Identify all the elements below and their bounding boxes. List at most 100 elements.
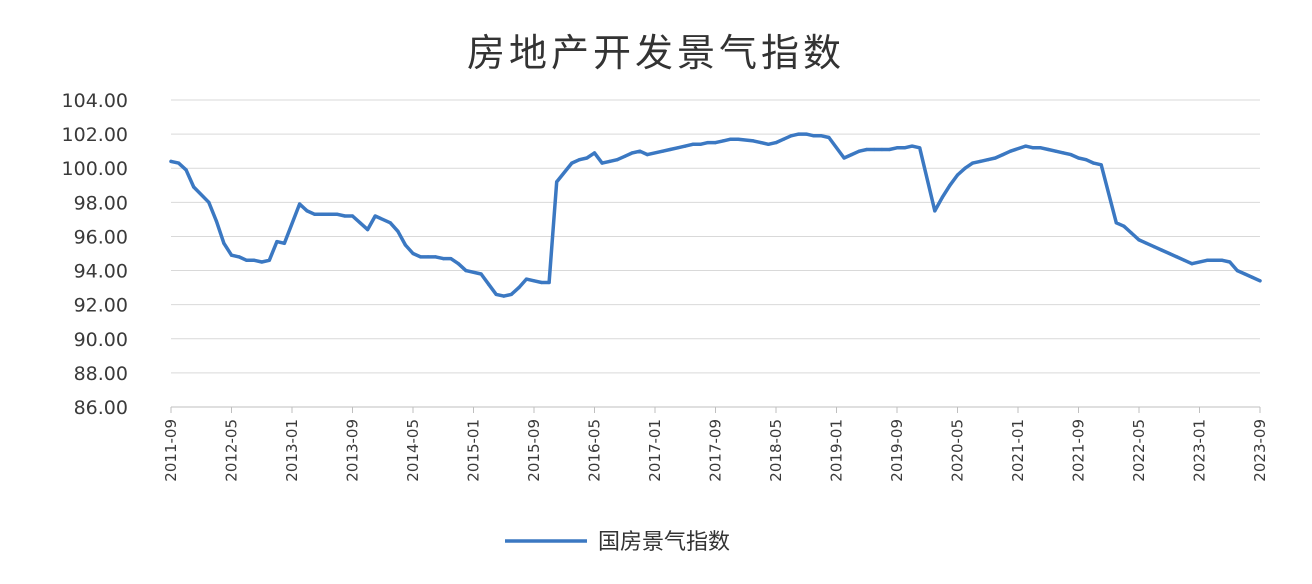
data-point <box>1114 221 1118 225</box>
data-point <box>1220 258 1224 262</box>
data-point <box>819 134 824 138</box>
data-point <box>1084 158 1088 162</box>
data-point <box>1001 153 1005 157</box>
data-point <box>592 151 597 155</box>
x-tick-label: 2014-05 <box>404 419 422 482</box>
data-point <box>1190 262 1194 266</box>
data-point <box>1182 258 1186 262</box>
data-point <box>358 221 362 225</box>
data-point <box>676 146 680 150</box>
legend-label: 国房景气指数 <box>598 530 730 555</box>
data-point <box>540 280 544 285</box>
x-tick-label: 2015-01 <box>465 419 483 482</box>
data-point <box>1250 275 1254 279</box>
data-point <box>638 149 642 153</box>
data-point <box>177 161 181 165</box>
data-point <box>623 154 627 158</box>
data-point <box>1099 163 1103 167</box>
data-point <box>313 212 317 216</box>
data-point <box>343 214 347 218</box>
y-tick-label: 88.00 <box>74 363 128 385</box>
x-tick-label: 2023-09 <box>1251 419 1269 482</box>
data-point <box>721 139 725 143</box>
data-point <box>608 159 612 163</box>
data-point <box>759 141 763 145</box>
data-point <box>1243 272 1247 276</box>
data-point <box>419 255 423 259</box>
data-point <box>1213 258 1217 262</box>
data-point <box>1145 241 1149 245</box>
data-point <box>192 185 196 189</box>
data-point <box>1046 147 1050 152</box>
data-point <box>903 146 907 150</box>
y-axis-ticks: 104.00 102.00 100.00 98.00 96.00 94.00 92.00 90… <box>62 90 128 419</box>
y-tick-label: 102.00 <box>62 124 128 146</box>
data-point <box>940 195 945 199</box>
data-point <box>1235 269 1239 273</box>
x-tick-label: 2023-01 <box>1191 419 1209 482</box>
data-point <box>449 257 453 261</box>
data-point <box>812 134 816 138</box>
y-tick-label: 104.00 <box>62 90 128 112</box>
data-point <box>547 280 551 285</box>
data-point <box>524 277 529 281</box>
data-point <box>1061 151 1065 155</box>
y-tick-label: 90.00 <box>74 329 128 351</box>
data-point <box>1069 153 1073 157</box>
data-point <box>282 241 286 245</box>
x-tick-label: 2018-05 <box>767 419 785 482</box>
x-tick-label: 2016-05 <box>586 419 604 482</box>
data-point <box>509 292 513 296</box>
data-point <box>237 255 241 259</box>
data-point <box>229 253 234 257</box>
data-point <box>766 142 771 146</box>
data-point <box>948 183 952 187</box>
legend: 国房景气指数 <box>505 530 730 555</box>
data-point <box>1160 248 1164 252</box>
data-point <box>1167 251 1171 256</box>
data-point <box>706 141 710 145</box>
data-point <box>267 258 271 262</box>
data-point <box>298 202 302 206</box>
x-tick-label: 2012-05 <box>223 419 241 482</box>
data-point <box>729 137 733 141</box>
data-point <box>955 173 960 177</box>
data-point <box>842 156 846 160</box>
data-point <box>456 262 460 266</box>
x-tick-label: 2019-01 <box>828 419 846 482</box>
data-point <box>577 158 582 162</box>
data-point <box>872 147 876 152</box>
data-point <box>335 212 339 216</box>
data-point <box>396 229 400 233</box>
data-point <box>789 134 793 138</box>
data-point <box>464 269 468 273</box>
data-point <box>1137 238 1141 242</box>
y-tick-label: 92.00 <box>74 295 128 317</box>
data-point <box>698 142 703 146</box>
data-point <box>782 137 786 141</box>
data-point <box>245 258 249 262</box>
x-tick-label: 2013-09 <box>344 419 362 482</box>
data-point <box>1258 279 1262 283</box>
x-tick-label: 2021-09 <box>1070 419 1088 482</box>
x-axis-ticks: 2011-09 2012-05 2013-01 2013-09 2014-05 2015-… <box>162 407 1269 482</box>
data-point <box>850 153 854 157</box>
data-point <box>1122 224 1126 228</box>
x-tick-label: 2017-01 <box>646 419 664 482</box>
data-point <box>933 209 937 213</box>
data-point <box>494 292 498 296</box>
data-point <box>434 255 438 259</box>
data-point <box>1205 258 1209 262</box>
data-point <box>1054 149 1058 153</box>
data-point <box>441 257 445 261</box>
data-point <box>320 212 324 216</box>
data-point <box>804 132 808 136</box>
data-point <box>736 137 740 141</box>
data-point <box>857 149 861 153</box>
data-point <box>668 147 672 152</box>
data-point <box>169 159 173 163</box>
data-point <box>645 153 650 157</box>
gridlines <box>171 99 1260 408</box>
data-point <box>1152 245 1156 249</box>
